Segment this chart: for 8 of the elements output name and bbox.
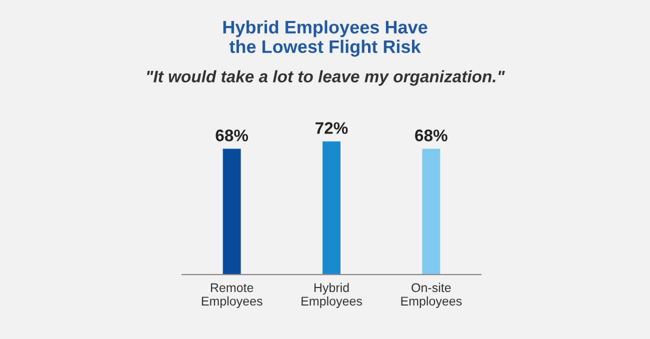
data-label: 68% (216, 130, 248, 142)
chart-subtitle: "It would take a lot to leave my organization." (147, 70, 505, 86)
data-label: 72% (316, 122, 348, 134)
data-label: 68% (415, 130, 448, 142)
x-tick-label: On-site Employees (401, 282, 462, 308)
x-tick-label: Remote Employees (202, 283, 262, 308)
chart-title: Hybrid Employees Have the Lowest Flight Risk (223, 20, 428, 57)
x-tick-label: Hybrid Employees (302, 282, 362, 308)
